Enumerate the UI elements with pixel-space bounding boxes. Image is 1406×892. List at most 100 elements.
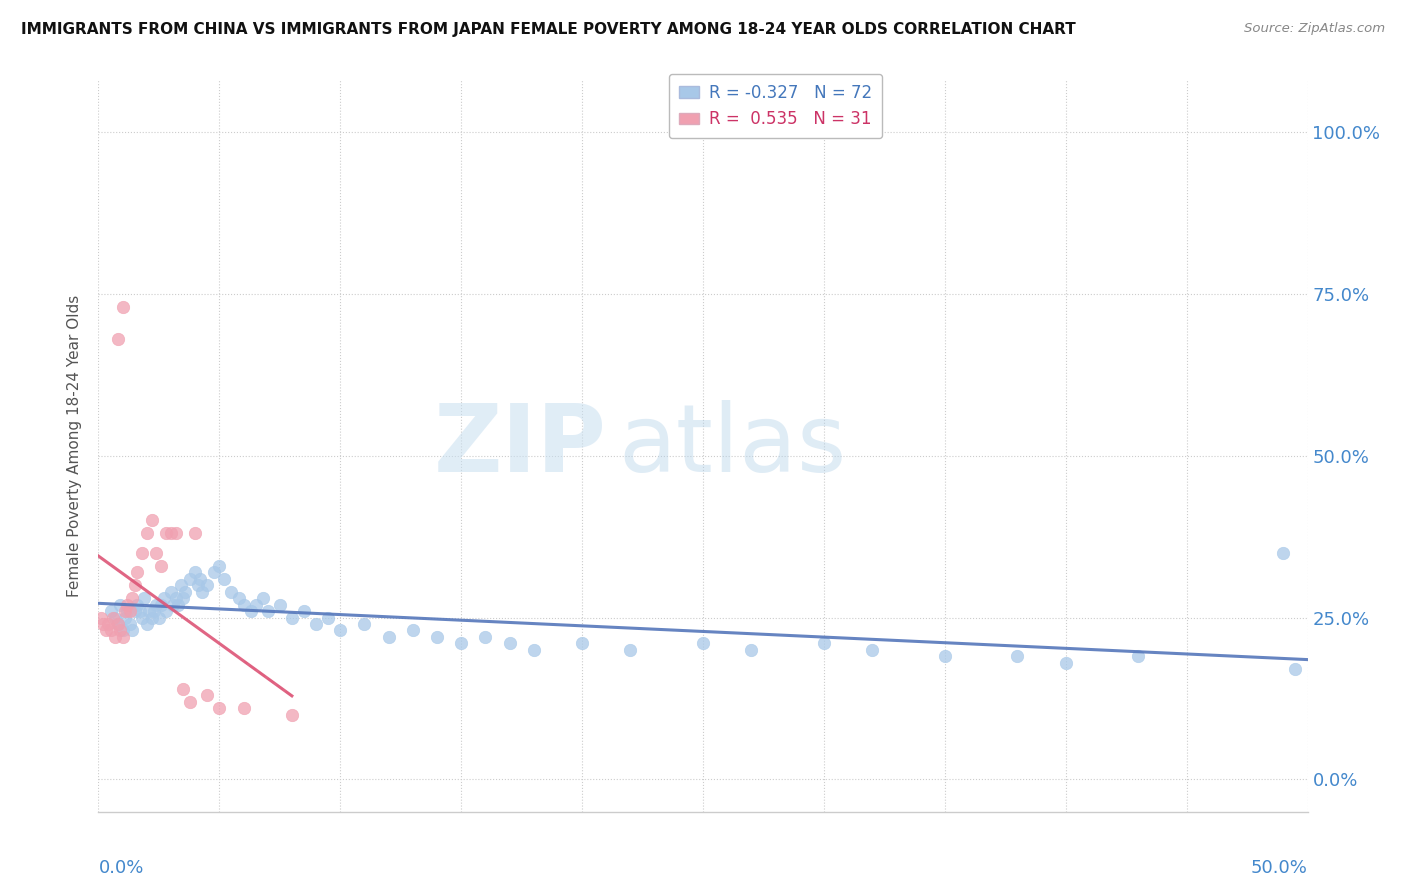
- Point: [145, 598, 167, 612]
- Point: [269, 598, 291, 612]
- Point: [150, 598, 173, 612]
- Point: [107, 617, 129, 632]
- Text: atlas: atlas: [619, 400, 846, 492]
- Point: [188, 572, 211, 586]
- Point: [150, 558, 173, 573]
- Text: 0.0%: 0.0%: [98, 859, 143, 877]
- Point: [111, 300, 134, 314]
- Point: [135, 526, 157, 541]
- Point: [204, 566, 226, 580]
- Point: [195, 578, 218, 592]
- Point: [221, 584, 243, 599]
- Point: [117, 598, 139, 612]
- Point: [232, 598, 254, 612]
- Point: [160, 526, 183, 541]
- Point: [135, 617, 157, 632]
- Point: [212, 572, 235, 586]
- Text: IMMIGRANTS FROM CHINA VS IMMIGRANTS FROM JAPAN FEMALE POVERTY AMONG 18-24 YEAR O: IMMIGRANTS FROM CHINA VS IMMIGRANTS FROM…: [21, 22, 1076, 37]
- Point: [152, 591, 174, 606]
- Point: [316, 610, 339, 624]
- Point: [281, 707, 304, 722]
- Point: [124, 604, 146, 618]
- Point: [167, 598, 190, 612]
- Point: [108, 598, 131, 612]
- Text: ZIP: ZIP: [433, 400, 606, 492]
- Point: [934, 649, 956, 664]
- Point: [91, 617, 114, 632]
- Point: [145, 546, 167, 560]
- Point: [402, 624, 425, 638]
- Text: 50.0%: 50.0%: [1251, 859, 1308, 877]
- Point: [165, 591, 187, 606]
- Point: [571, 636, 593, 650]
- Point: [94, 624, 117, 638]
- Point: [100, 624, 122, 638]
- Point: [127, 598, 149, 612]
- Point: [195, 688, 218, 702]
- Point: [101, 610, 124, 624]
- Point: [1284, 662, 1306, 676]
- Point: [208, 701, 231, 715]
- Point: [1054, 656, 1077, 670]
- Point: [143, 604, 166, 618]
- Point: [141, 610, 163, 624]
- Point: [474, 630, 496, 644]
- Point: [179, 572, 201, 586]
- Point: [498, 636, 520, 650]
- Point: [187, 578, 209, 592]
- Point: [1128, 649, 1150, 664]
- Point: [148, 610, 170, 624]
- Point: [138, 604, 160, 618]
- Point: [127, 566, 149, 580]
- Point: [104, 610, 127, 624]
- Point: [353, 617, 375, 632]
- Point: [740, 643, 762, 657]
- Point: [131, 610, 153, 624]
- Point: [155, 526, 177, 541]
- Point: [117, 604, 139, 618]
- Point: [121, 591, 143, 606]
- Point: [172, 681, 194, 696]
- Point: [124, 578, 146, 592]
- Point: [107, 332, 129, 346]
- Point: [329, 624, 352, 638]
- Point: [131, 546, 153, 560]
- Point: [256, 604, 278, 618]
- Point: [174, 584, 197, 599]
- Point: [1007, 649, 1029, 664]
- Point: [134, 591, 156, 606]
- Point: [377, 630, 399, 644]
- Point: [118, 604, 141, 618]
- Point: [128, 604, 150, 618]
- Point: [111, 624, 134, 638]
- Point: [107, 617, 129, 632]
- Point: [692, 636, 714, 650]
- Point: [111, 630, 134, 644]
- Point: [155, 604, 177, 618]
- Point: [97, 617, 120, 632]
- Point: [184, 566, 207, 580]
- Point: [160, 584, 183, 599]
- Y-axis label: Female Poverty Among 18-24 Year Olds: Female Poverty Among 18-24 Year Olds: [67, 295, 83, 597]
- Point: [162, 598, 184, 612]
- Text: Source: ZipAtlas.com: Source: ZipAtlas.com: [1244, 22, 1385, 36]
- Point: [228, 591, 250, 606]
- Point: [305, 617, 328, 632]
- Point: [292, 604, 315, 618]
- Point: [141, 513, 163, 527]
- Point: [114, 610, 136, 624]
- Point: [179, 695, 201, 709]
- Point: [426, 630, 449, 644]
- Point: [114, 604, 136, 618]
- Point: [169, 578, 191, 592]
- Point: [252, 591, 274, 606]
- Point: [172, 591, 194, 606]
- Point: [1272, 546, 1295, 560]
- Point: [121, 624, 143, 638]
- Point: [118, 617, 141, 632]
- Point: [104, 630, 127, 644]
- Point: [108, 624, 131, 638]
- Legend: R = -0.327   N = 72, R =  0.535   N = 31: R = -0.327 N = 72, R = 0.535 N = 31: [669, 74, 882, 138]
- Point: [860, 643, 883, 657]
- Point: [184, 526, 207, 541]
